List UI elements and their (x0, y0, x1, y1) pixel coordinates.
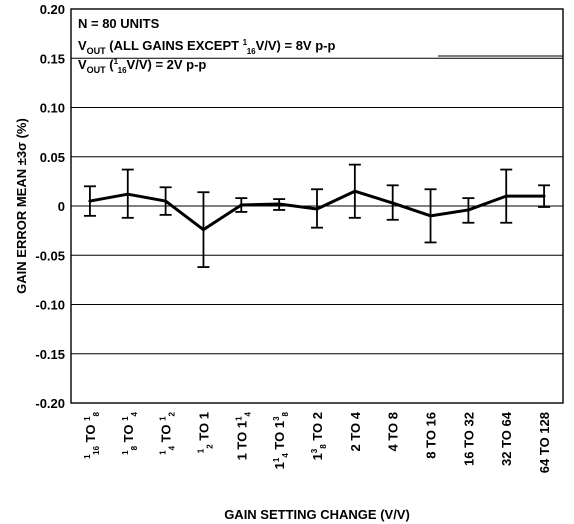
mean-point (353, 189, 357, 193)
gridlines (71, 57, 563, 355)
y-tick-label: 0.10 (40, 101, 65, 116)
x-tick-label: 116 TO 18 (83, 411, 101, 458)
x-tick-label: 64 TO 128 (537, 412, 552, 473)
x-tick-label: 14 TO 12 (159, 411, 177, 454)
mean-point (391, 201, 395, 205)
mean-point (126, 192, 130, 196)
y-tick-label: -0.10 (35, 298, 65, 313)
annotation-line-2: VOUT (ALL GAINS EXCEPT 116V/V) = 8V p-p (78, 38, 335, 56)
x-axis-label: GAIN SETTING CHANGE (V/V) (224, 507, 410, 522)
y-tick-label: -0.20 (35, 396, 65, 411)
y-axis-label: GAIN ERROR MEAN ±3σ (%) (14, 118, 29, 294)
mean-point (542, 194, 546, 198)
mean-point (429, 214, 433, 218)
x-tick-label: 2 TO 4 (348, 411, 363, 451)
annotation: N = 80 UNITS VOUT (ALL GAINS EXCEPT 116V… (78, 16, 563, 75)
mean-point (88, 199, 92, 203)
x-tick-label: 12 TO 1 (196, 412, 214, 453)
x-tick-label: 8 TO 16 (424, 412, 439, 459)
plot-frame (70, 8, 564, 404)
x-tick-label: 16 TO 32 (461, 412, 476, 466)
y-tick-label: -0.15 (35, 347, 65, 362)
x-tick-label: 32 TO 64 (499, 411, 514, 466)
y-tick-label: 0.05 (40, 150, 65, 165)
x-tick-label: 1 TO 114 (234, 411, 252, 460)
mean-point (466, 208, 470, 212)
annotation-line-3: VOUT (116V/V) = 2V p-p (78, 57, 206, 75)
y-tick-label: 0.20 (40, 2, 65, 17)
y-tick-labels: 0.20 0.15 0.10 0.05 0 -0.05 -0.10 -0.15 -0.20 (35, 2, 65, 411)
mean-point (164, 199, 168, 203)
series-mean (83, 163, 551, 268)
mean-point (315, 207, 319, 211)
mean-point (504, 194, 508, 198)
y-tick-label: 0.15 (40, 51, 65, 66)
x-tick-label: 138 TO 2 (310, 412, 328, 460)
mean-point (277, 202, 281, 206)
x-tick-labels: 116 TO 18 18 TO 14 14 TO 12 12 TO 1 1 TO 114… (83, 411, 552, 473)
mean-point (201, 228, 205, 232)
annotation-line-1: N = 80 UNITS (78, 16, 160, 31)
x-tick-label: 18 TO 14 (121, 411, 139, 454)
mean-point (239, 203, 243, 207)
y-tick-label: -0.05 (35, 248, 65, 263)
y-tick-label: 0 (58, 199, 65, 214)
x-tick-label: 4 TO 8 (386, 412, 401, 452)
x-tick-label: 114 TO 138 (272, 411, 290, 469)
